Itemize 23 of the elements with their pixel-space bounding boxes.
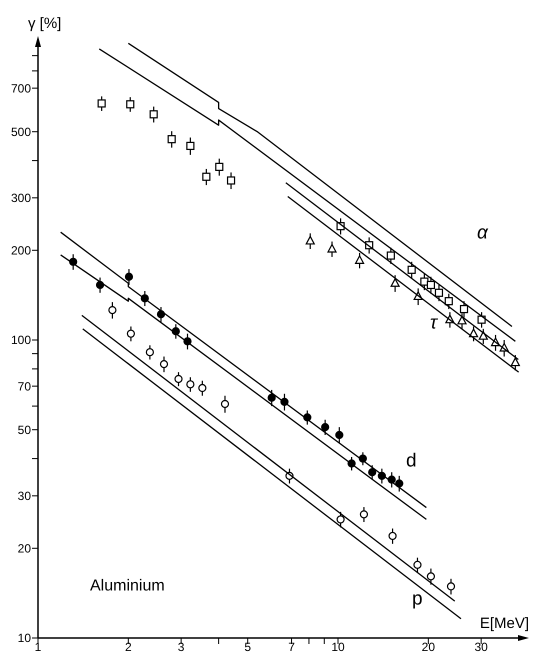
y-tick-label: 30 <box>18 489 32 504</box>
x-tick-label: 3 <box>178 640 185 654</box>
x-tick-label: 2 <box>124 640 132 654</box>
x-tick-label: 10 <box>331 640 346 654</box>
x-tick-label: 30 <box>474 640 488 654</box>
y-tick-label: 200 <box>10 243 32 258</box>
y-tick-label: 300 <box>10 191 32 206</box>
annotation: d <box>406 450 417 472</box>
x-tick-label: 7 <box>288 640 296 654</box>
y-tick-label: 70 <box>18 379 32 394</box>
annotation: Aluminium <box>90 578 165 595</box>
y-tick-label: 700 <box>10 81 32 96</box>
x-axis-title: E[MeV] <box>480 615 529 632</box>
annotation: α <box>477 222 489 244</box>
x-tick-label: 5 <box>244 640 252 654</box>
annotation: τ <box>430 312 439 334</box>
y-tick-label: 100 <box>10 333 32 348</box>
x-tick-label: 20 <box>422 640 436 654</box>
y-axis-title: γ [%] <box>28 15 62 32</box>
annotation: p <box>412 588 423 610</box>
y-tick-label: 50 <box>18 422 32 437</box>
y-tick-label: 20 <box>18 541 32 556</box>
y-tick-label: 500 <box>10 124 32 139</box>
